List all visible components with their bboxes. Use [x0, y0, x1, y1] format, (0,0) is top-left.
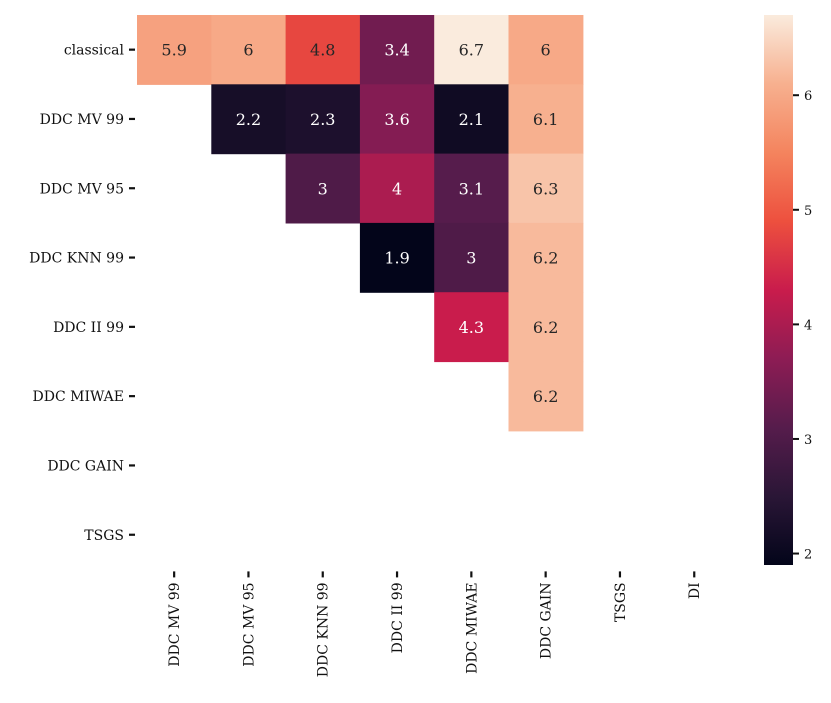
row-label: DDC KNN 99 — [29, 251, 124, 267]
colorbar-tick-label: 3 — [804, 433, 812, 448]
cell-value-label: 2.3 — [310, 110, 335, 129]
colorbar-tick-label: 2 — [804, 548, 812, 563]
heatmap-cell — [211, 15, 287, 85]
cell-value-label: 6.2 — [533, 318, 558, 337]
cell-value-label: 3 — [466, 249, 476, 268]
cell-value-label: 6.7 — [459, 41, 484, 60]
heatmap-cell — [285, 84, 361, 155]
cell-value-label: 4.8 — [310, 41, 335, 60]
row-label: DDC II 99 — [53, 320, 124, 336]
heatmap-cell — [359, 222, 435, 293]
colorbar-tick-label: 4 — [804, 318, 812, 333]
column-labels: DDC MV 99 DDC MV 95 DDC KNN 99 DDC II 99 DDC… — [167, 571, 703, 677]
cell-value-label: 2.2 — [236, 110, 261, 129]
heatmap-cell — [137, 15, 212, 85]
cell-value-label: 6.2 — [533, 249, 558, 268]
heatmap-cell — [359, 153, 435, 224]
cell-value-label: 3.4 — [384, 41, 409, 60]
heatmap-cell — [211, 84, 287, 155]
cell-value-label: 4.3 — [459, 318, 484, 337]
column-label: DI — [687, 582, 703, 599]
heatmap-cell — [434, 222, 510, 293]
cell-value-label: 4 — [392, 179, 402, 198]
row-label: DDC MV 95 — [40, 181, 124, 197]
cell-value-label: 6.1 — [533, 110, 558, 129]
heatmap-cell — [434, 15, 510, 85]
heatmap-cell — [359, 84, 435, 155]
heatmap-cell — [508, 84, 584, 155]
row-label: DDC MIWAE — [33, 389, 125, 405]
heatmap-cell — [285, 15, 361, 85]
heatmap-cell — [508, 153, 584, 224]
heatmap-cells: 5.9 6 4.8 3.4 6.7 6 2.2 2.3 3.6 2.1 6.1 3 4 3.1 6.3 1.9… — [137, 15, 584, 432]
cell-value-label: 6.3 — [533, 179, 558, 198]
heatmap-cell — [508, 222, 584, 293]
cell-value-label: 6 — [541, 41, 551, 60]
cell-value-label: 6.2 — [533, 387, 558, 406]
cell-value-label: 5.9 — [161, 41, 186, 60]
cell-value-label: 3.1 — [459, 179, 484, 198]
heatmap-cell — [508, 361, 584, 432]
colorbar: 2 3 4 5 6 — [764, 15, 812, 565]
heatmap-cell — [434, 84, 510, 155]
heatmap-cell — [434, 292, 510, 363]
column-label: DDC MIWAE — [464, 582, 480, 674]
row-label: TSGS — [84, 528, 124, 544]
column-label: DDC MV 95 — [241, 582, 257, 666]
heatmap-cell — [508, 15, 584, 85]
cell-value-label: 2.1 — [459, 110, 484, 129]
column-label: DDC MV 99 — [167, 582, 183, 666]
column-label: DDC II 99 — [390, 582, 406, 653]
row-label: DDC MV 99 — [40, 112, 124, 128]
cell-value-label: 3.6 — [384, 110, 409, 129]
heatmap-cell — [285, 153, 361, 224]
colorbar-gradient — [764, 15, 793, 565]
colorbar-tick-label: 6 — [804, 89, 812, 104]
cell-value-label: 3 — [318, 179, 328, 198]
column-label: DDC KNN 99 — [316, 582, 332, 677]
row-label: classical — [64, 43, 125, 59]
cell-value-label: 1.9 — [384, 249, 409, 268]
row-label: DDC GAIN — [47, 458, 124, 474]
column-label: TSGS — [613, 582, 629, 622]
heatmap-cell — [359, 15, 435, 85]
cell-value-label: 6 — [243, 41, 253, 60]
heatmap-cell — [508, 292, 584, 363]
colorbar-tick-label: 5 — [804, 204, 812, 219]
row-labels: classical DDC MV 99 DDC MV 95 DDC KNN 99 DDC… — [29, 43, 135, 544]
column-label: DDC GAIN — [539, 582, 555, 659]
heatmap-cell — [434, 153, 510, 224]
